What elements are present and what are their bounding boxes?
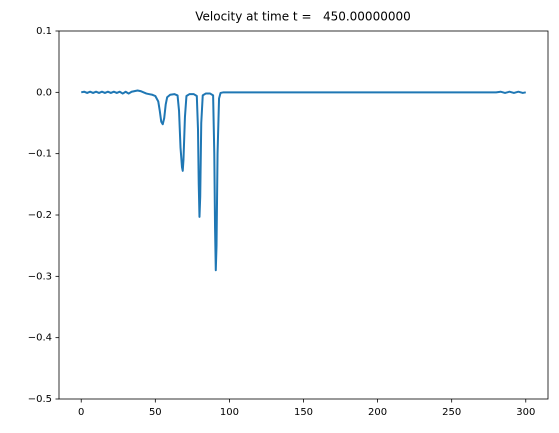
x-tick-label: 200	[368, 407, 387, 418]
x-tick-label: 300	[516, 407, 535, 418]
y-tick-label: −0.1	[28, 149, 52, 160]
x-tick-label: 250	[442, 407, 461, 418]
x-tick-label: 150	[294, 407, 313, 418]
plot-frame	[58, 30, 549, 400]
x-tick-label: 50	[149, 407, 162, 418]
x-tick-label: 100	[220, 407, 239, 418]
data-line	[81, 89, 526, 272]
chart-title: Velocity at time t = 450.00000000	[195, 10, 411, 24]
y-tick-label: −0.3	[28, 271, 52, 282]
y-tick-label: −0.2	[28, 210, 52, 221]
x-tick-label: 0	[78, 407, 84, 418]
y-tick-label: −0.5	[28, 394, 52, 405]
y-tick-label: 0.1	[36, 26, 52, 37]
y-tick-label: −0.4	[28, 333, 52, 344]
y-tick-label: 0.0	[36, 87, 52, 98]
